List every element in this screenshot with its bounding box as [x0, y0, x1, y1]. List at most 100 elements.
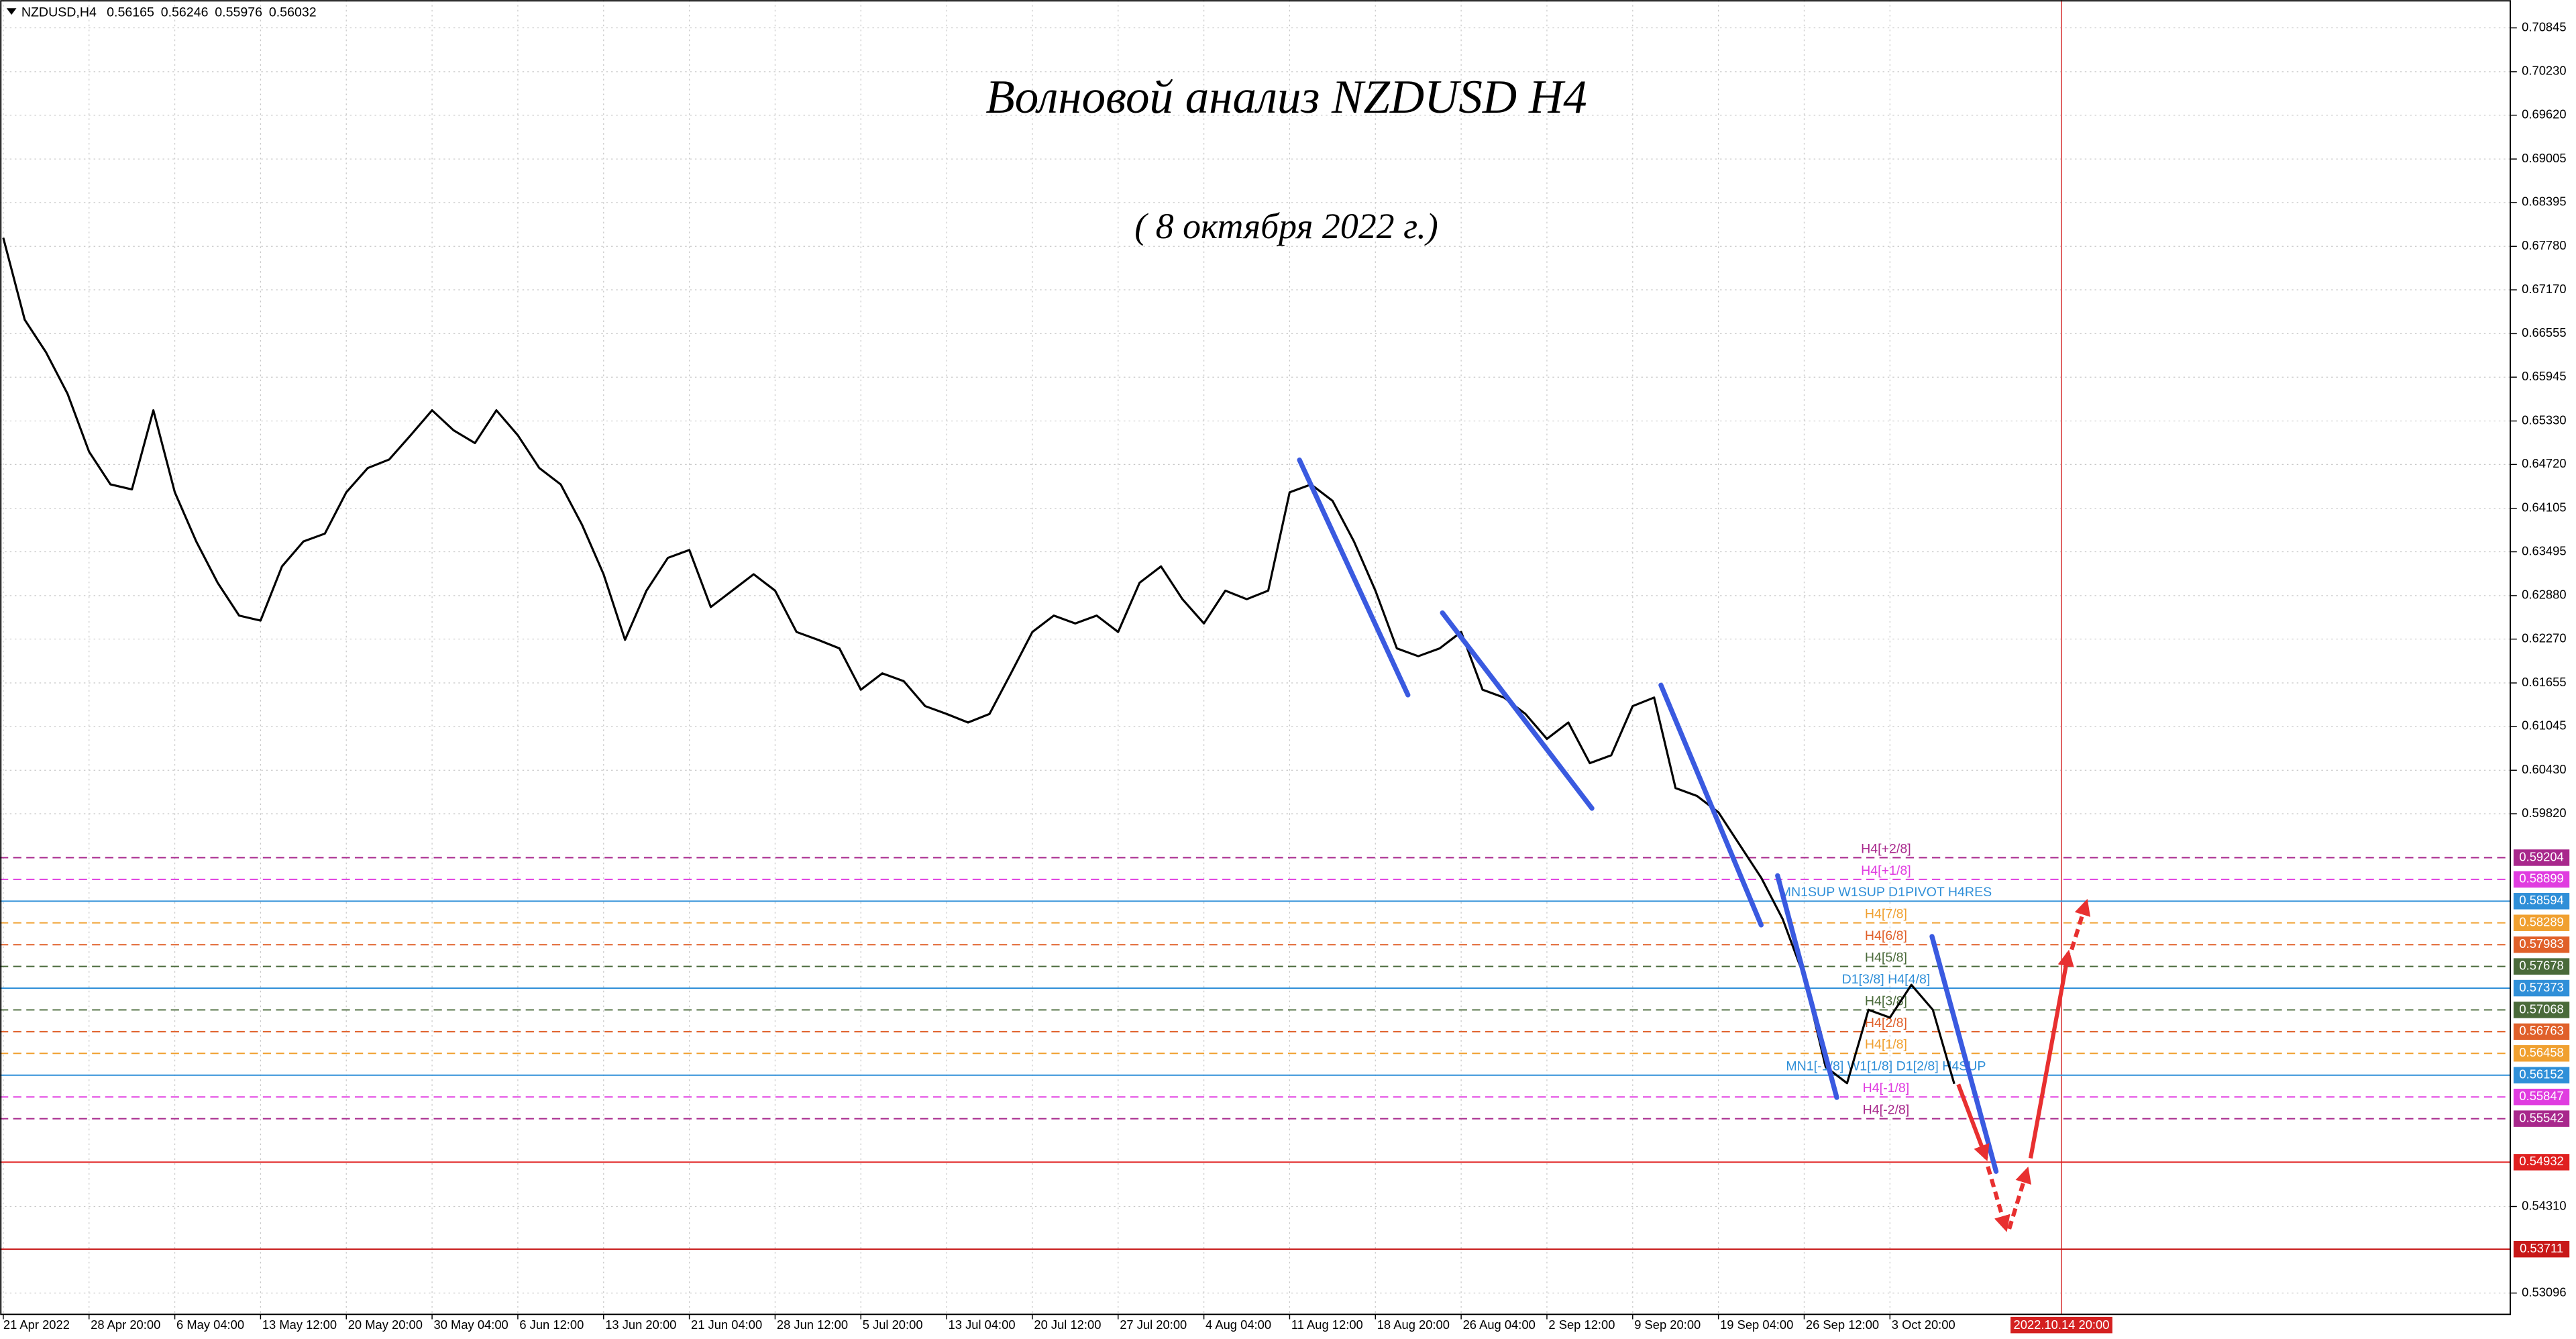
x-tick-label: 6 May 04:00 — [176, 1318, 244, 1332]
level-price-label: 0.57373 — [2519, 980, 2563, 994]
header-price: 0.56246 — [161, 5, 209, 20]
level-label: H4[1/8] — [1865, 1037, 1907, 1052]
level-label: H4[2/8] — [1865, 1016, 1907, 1030]
x-tick-label: 3 Oct 20:00 — [1892, 1318, 1955, 1332]
y-tick-label: 0.69620 — [2522, 107, 2566, 121]
level-price-label: 0.58899 — [2519, 871, 2563, 886]
wave-annotations — [1297, 458, 1999, 1174]
level-price-label: 0.57983 — [2519, 936, 2563, 951]
forecast-arrow — [1986, 1165, 2010, 1232]
y-tick-label: 0.67170 — [2522, 282, 2566, 296]
plot-frame — [0, 0, 2512, 1316]
y-tick-label: 0.62880 — [2522, 588, 2566, 602]
x-tick-label: 30 May 04:00 — [434, 1318, 508, 1332]
x-tick-label: 26 Aug 04:00 — [1463, 1318, 1536, 1332]
x-tick-label: 13 Jun 20:00 — [605, 1318, 676, 1332]
menu-arrow — [6, 8, 17, 15]
x-tick-label: 21 Jun 04:00 — [691, 1318, 762, 1332]
y-tick-label: 0.63495 — [2522, 543, 2566, 557]
x-tick-label: 20 Jul 12:00 — [1034, 1318, 1101, 1332]
forecast-arrow — [2070, 898, 2091, 951]
header-price: 0.56032 — [269, 5, 317, 20]
x-tick-label: 5 Jul 20:00 — [863, 1318, 923, 1332]
header-price: 0.55976 — [215, 5, 262, 20]
y-tick-label: 0.64720 — [2522, 456, 2566, 470]
x-tick-label: 19 Sep 04:00 — [1720, 1318, 1793, 1332]
y-tick-label: 0.70230 — [2522, 64, 2566, 78]
level-price-box — [2513, 1240, 2570, 1258]
level-label: H4[-1/8] — [1863, 1081, 1910, 1095]
header: NZDUSD,H4 0.56165 0.56246 0.55976 0.56032 — [21, 5, 317, 20]
price-line — [2, 237, 1955, 1085]
y-tick-label: 0.61655 — [2522, 675, 2566, 689]
wave-line — [1658, 682, 1764, 928]
wave-line — [1775, 873, 1839, 1100]
level-price-label: 0.57068 — [2519, 1002, 2563, 1016]
y-tick-label: 0.65330 — [2522, 413, 2566, 427]
forecast-arrow — [2007, 1167, 2032, 1230]
level-price-box — [2513, 979, 2570, 997]
level-price-label: 0.59204 — [2519, 849, 2563, 863]
x-tick-label: 6 Jun 12:00 — [519, 1318, 584, 1332]
y-tick-label: 0.65945 — [2522, 369, 2566, 383]
level-price-label: 0.55542 — [2519, 1110, 2563, 1124]
level-price-box — [2513, 1067, 2570, 1084]
level-price-box — [2513, 849, 2570, 866]
y-tick-label: 0.61045 — [2522, 718, 2566, 733]
y-tick-label: 0.68395 — [2522, 195, 2566, 209]
level-label: H4[+2/8] — [1861, 841, 1911, 856]
header-price: 0.56165 — [107, 5, 154, 20]
x-tick-label: 2 Sep 12:00 — [1548, 1318, 1615, 1332]
y-tick-label: 0.67780 — [2522, 238, 2566, 252]
level-price-box — [2513, 1088, 2570, 1106]
x-tick-label: 28 Apr 20:00 — [91, 1318, 160, 1332]
forecast-arrow — [1956, 1083, 1990, 1162]
level-price-box — [2513, 1110, 2570, 1127]
level-price-box — [2513, 871, 2570, 888]
level-price-label: 0.56458 — [2519, 1045, 2563, 1059]
forecast-arrows — [1956, 898, 2091, 1232]
wave-line — [1440, 610, 1595, 811]
level-price-box — [2513, 914, 2570, 931]
level-price-box — [2513, 1154, 2570, 1171]
y-tick-label: 0.70845 — [2522, 19, 2566, 34]
x-tick-label: 20 May 20:00 — [348, 1318, 423, 1332]
y-tick-label: 0.60430 — [2522, 762, 2566, 776]
level-label: H4[6/8] — [1865, 928, 1907, 943]
wave-line — [1929, 934, 1999, 1174]
x-tick-label: 26 Sep 12:00 — [1806, 1318, 1879, 1332]
level-label: MN1SUP W1SUP D1PIVOT H4RES — [1780, 885, 1992, 900]
y-tick-label: 0.64105 — [2522, 500, 2566, 515]
level-price-label: 0.58289 — [2519, 915, 2563, 929]
x-tick-label: 2022.10.14 20:00 — [2014, 1318, 2110, 1332]
x-tick-label: 11 Aug 12:00 — [1291, 1318, 1363, 1332]
level-label: H4[7/8] — [1865, 907, 1907, 922]
x-tick-label: 13 Jul 04:00 — [949, 1318, 1016, 1332]
x-tick-label: 27 Jul 20:00 — [1120, 1318, 1187, 1332]
y-tick-label: 0.69005 — [2522, 151, 2566, 165]
x-tick-label: 4 Aug 04:00 — [1205, 1318, 1271, 1332]
y-tick-label: 0.54310 — [2522, 1198, 2566, 1212]
level-price-label: 0.58594 — [2519, 893, 2563, 907]
levels: H4[+2/8] H4[+1/8] MN1SUP W1SUP D1PIVOT H4R… — [0, 841, 2511, 1250]
level-price-box — [2513, 958, 2570, 975]
level-price-label: 0.54932 — [2519, 1154, 2563, 1168]
level-price-box — [2513, 1045, 2570, 1062]
level-label: H4[5/8] — [1865, 951, 1907, 965]
symbol: NZDUSD,H4 — [21, 5, 97, 20]
y-tick-label: 0.62270 — [2522, 631, 2566, 645]
level-price-box — [2513, 893, 2570, 910]
level-price-label: 0.56152 — [2519, 1067, 2563, 1081]
x-tick-label: 9 Sep 20:00 — [1634, 1318, 1701, 1332]
y-tick-label: 0.66555 — [2522, 325, 2566, 339]
level-label: D1[3/8] H4[4/8] — [1842, 972, 1931, 987]
forecast-arrow — [2028, 949, 2074, 1159]
level-price-box — [2513, 1023, 2570, 1040]
level-price-label: 0.55847 — [2519, 1089, 2563, 1103]
level-price-label: 0.57678 — [2519, 958, 2563, 972]
grid — [0, 0, 2511, 1315]
level-price-label: 0.56763 — [2519, 1024, 2563, 1038]
